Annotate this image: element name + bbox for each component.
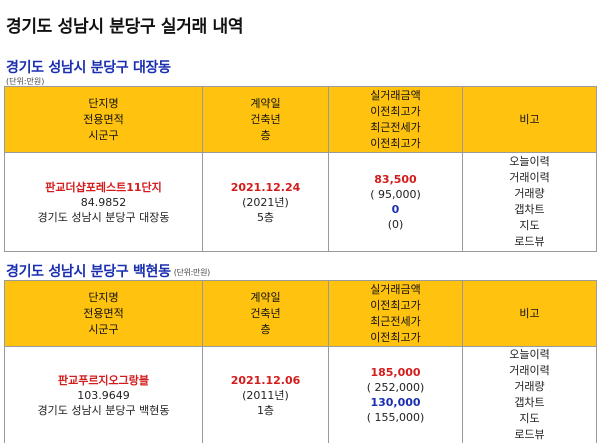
map-link[interactable]: 지도 [519, 219, 540, 232]
area-value: 103.9649 [77, 388, 130, 402]
table-header-row: 단지명 전용면적 시군구 계약일 건축년 층 실거래금액 이전최고가 최근전세가… [4, 86, 597, 153]
road-view-link[interactable]: 로드뷰 [514, 428, 545, 441]
prev-high-value: ( 95,000) [370, 188, 421, 201]
unit-label: (단위:만원) [173, 267, 211, 277]
gap-chart-link[interactable]: 갭차트 [514, 396, 545, 409]
header-price: 실거래금액 이전최고가 최근전세가 이전최고가 [328, 280, 463, 347]
price-value: 185,000 [370, 366, 421, 379]
table-row: 판교푸르지오그랑블 103.9649 경기도 성남시 분당구 백현동 2021.… [4, 346, 597, 443]
header-contract: 계약일 건축년 층 [202, 86, 329, 153]
price-cell: 83,500 ( 95,000) 0 (0) [328, 152, 463, 252]
district-value: 경기도 성남시 분당구 백현동 [37, 403, 170, 417]
header-complex: 단지명 전용면적 시군구 [4, 280, 203, 347]
unit-label: (단위:만원) [6, 77, 45, 86]
contract-cell: 2021.12.24 (2021년) 5층 [202, 152, 329, 252]
district-value: 경기도 성남시 분당구 대장동 [37, 210, 170, 224]
note-cell: 오늘이력 거래이력 거래량 갭차트 지도 로드뷰 [462, 152, 597, 252]
deal-table: 단지명 전용면적 시군구 계약일 건축년 층 실거래금액 이전최고가 최근전세가… [4, 86, 597, 252]
jeonse-value: 130,000 [370, 396, 421, 409]
contract-date: 2021.12.06 [230, 373, 301, 387]
header-note: 비고 [462, 280, 597, 347]
today-history-link[interactable]: 오늘이력 [509, 155, 550, 168]
table-header-row: 단지명 전용면적 시군구 계약일 건축년 층 실거래금액 이전최고가 최근전세가… [4, 280, 597, 347]
header-contract: 계약일 건축년 층 [202, 280, 329, 347]
complex-cell: 판교푸르지오그랑블 103.9649 경기도 성남시 분당구 백현동 [4, 346, 203, 443]
gap-chart-link[interactable]: 갭차트 [514, 203, 545, 216]
floor-value: 5층 [256, 210, 275, 224]
deal-table: 단지명 전용면적 시군구 계약일 건축년 층 실거래금액 이전최고가 최근전세가… [4, 280, 597, 443]
note-cell: 오늘이력 거래이력 거래량 갭차트 지도 로드뷰 [462, 346, 597, 443]
section-title: 경기도 성남시 분당구 백현동 [6, 264, 171, 280]
road-view-link[interactable]: 로드뷰 [514, 235, 545, 248]
header-note: 비고 [462, 86, 597, 153]
jeonse-prev-high-value: ( 155,000) [366, 411, 425, 424]
contract-date: 2021.12.24 [230, 180, 301, 194]
build-year: (2011년) [242, 388, 289, 402]
trade-history-link[interactable]: 거래이력 [509, 364, 550, 377]
floor-value: 1층 [256, 403, 275, 417]
trade-volume-link[interactable]: 거래량 [514, 187, 545, 200]
trade-history-link[interactable]: 거래이력 [509, 171, 550, 184]
header-price: 실거래금액 이전최고가 최근전세가 이전최고가 [328, 86, 463, 153]
contract-cell: 2021.12.06 (2011년) 1층 [202, 346, 329, 443]
complex-cell: 판교더샵포레스트11단지 84.9852 경기도 성남시 분당구 대장동 [4, 152, 203, 252]
prev-high-value: ( 252,000) [366, 381, 425, 394]
trade-volume-link[interactable]: 거래량 [514, 380, 545, 393]
map-link[interactable]: 지도 [519, 412, 540, 425]
header-complex: 단지명 전용면적 시군구 [4, 86, 203, 153]
build-year: (2021년) [242, 195, 289, 209]
section-title-row: 경기도 성남시 분당구 백현동 (단위:만원) [6, 261, 210, 281]
section-title: 경기도 성남시 분당구 대장동 [6, 60, 171, 76]
price-cell: 185,000 ( 252,000) 130,000 ( 155,000) [328, 346, 463, 443]
page-title: 경기도 성남시 분당구 실거래 내역 [6, 17, 244, 37]
price-value: 83,500 [374, 173, 417, 186]
complex-name[interactable]: 판교푸르지오그랑블 [57, 373, 150, 387]
today-history-link[interactable]: 오늘이력 [509, 348, 550, 361]
table-row: 판교더샵포레스트11단지 84.9852 경기도 성남시 분당구 대장동 202… [4, 152, 597, 252]
jeonse-prev-high-value: (0) [387, 218, 404, 231]
jeonse-value: 0 [391, 203, 400, 216]
complex-name[interactable]: 판교더샵포레스트11단지 [45, 180, 162, 194]
area-value: 84.9852 [80, 195, 127, 209]
